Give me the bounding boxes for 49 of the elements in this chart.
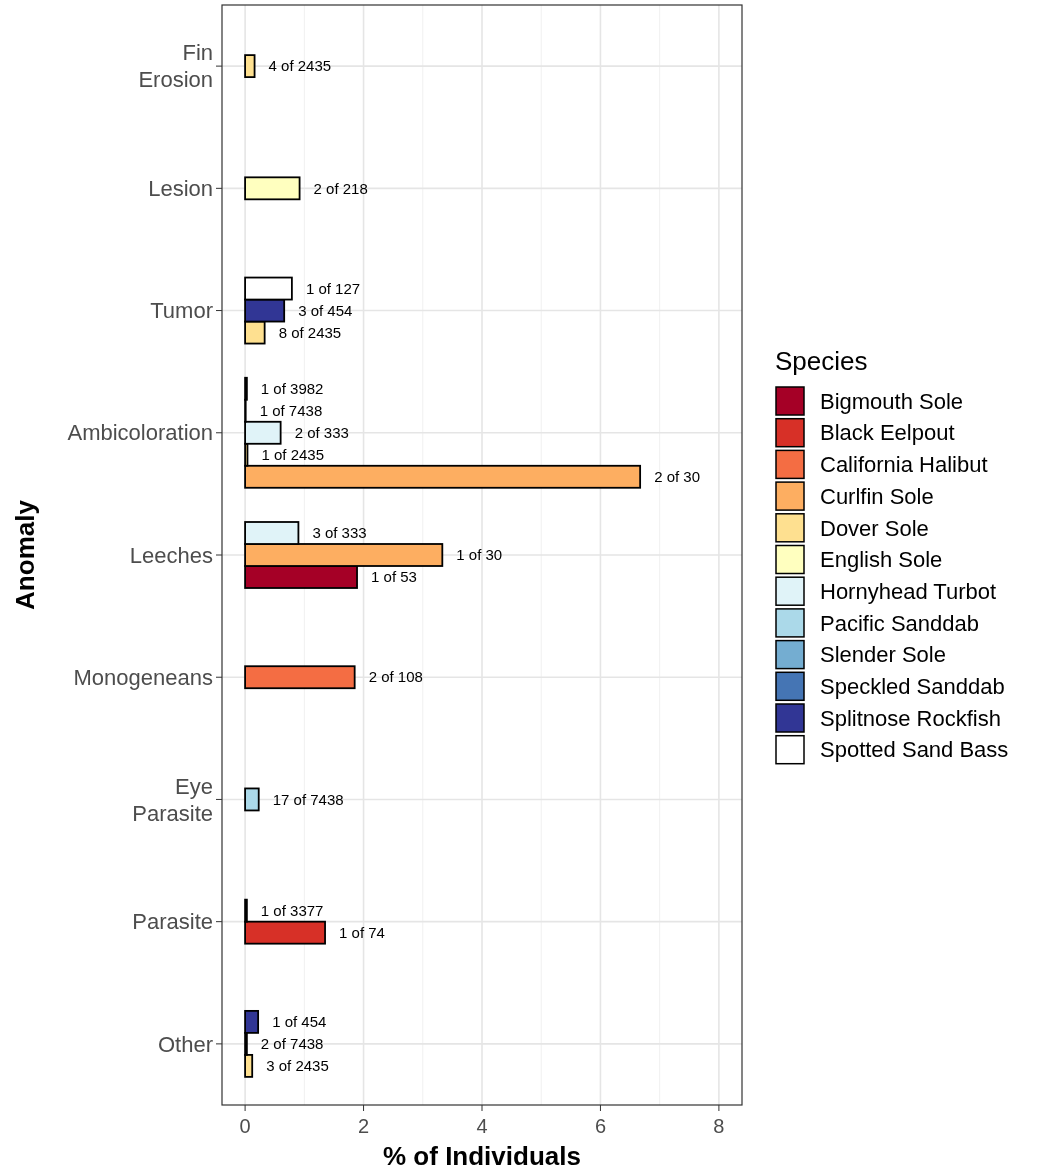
x-tick-label: 4 — [476, 1115, 488, 1137]
y-tick-label: Parasite — [132, 909, 213, 935]
legend-label: Black Eelpout — [820, 420, 955, 446]
y-tick-label: Tumor — [150, 298, 213, 324]
y-tick-label: Fin Erosion — [138, 40, 213, 93]
y-tick-label: Other — [157, 1031, 213, 1057]
y-tick-label: Eye Parasite — [132, 773, 213, 826]
legend-label: Hornyhead Turbot — [820, 578, 997, 604]
y-tick-label: Monogeneans — [73, 664, 213, 690]
x-tick-label: 8 — [713, 1115, 725, 1137]
annotation: 1 of 74 — [339, 923, 385, 941]
annotation: 1 of 53 — [371, 568, 417, 586]
annotation: 1 of 2435 — [261, 446, 325, 464]
annotation: 1 of 454 — [272, 1013, 327, 1031]
x-tick-label: 2 — [357, 1115, 370, 1137]
legend-label: Curlfin Sole — [820, 483, 934, 509]
legend-label: Slender Sole — [820, 642, 946, 668]
annotation: 1 of 30 — [456, 546, 503, 564]
legend-label: California Halibut — [820, 452, 988, 478]
legend-label: Dover Sole — [820, 515, 929, 541]
legend-title: Species — [775, 346, 868, 376]
x-tick-label: 6 — [594, 1115, 607, 1137]
annotation: 2 of 7438 — [260, 1035, 324, 1053]
annotation: 3 of 2435 — [266, 1057, 329, 1075]
y-tick-label: Lesion — [148, 176, 213, 202]
annotation: 1 of 3377 — [260, 901, 324, 919]
y-tick-label: Ambicoloration — [67, 420, 213, 446]
annotation: 4 of 2435 — [268, 57, 332, 75]
x-tick-label: 0 — [239, 1115, 251, 1137]
annotation: 1 of 3982 — [260, 380, 324, 398]
legend-label: Spotted Sand Bass — [820, 737, 1009, 763]
legend-label: Pacific Sanddab — [820, 610, 979, 636]
annotation: 1 of 127 — [305, 279, 361, 297]
annotation: 8 of 2435 — [278, 323, 342, 341]
x-axis-title: % of Individuals — [383, 1141, 581, 1171]
y-tick-label: Leeches — [129, 542, 213, 568]
annotation: 3 of 333 — [312, 524, 367, 542]
y-axis-title: Anomaly — [10, 499, 40, 610]
legend-label: Splitnose Rockfish — [820, 705, 1001, 731]
annotation: 2 of 333 — [294, 424, 349, 442]
annotation: 2 of 30 — [654, 468, 701, 486]
annotation: 17 of 7438 — [272, 790, 344, 808]
annotation: 2 of 108 — [368, 668, 423, 686]
legend-label: Speckled Sanddab — [820, 674, 1005, 699]
annotation: 2 of 218 — [313, 179, 368, 197]
legend-label: Bigmouth Sole — [820, 388, 964, 414]
annotation: 1 of 7438 — [259, 402, 323, 420]
legend-label: English Sole — [820, 547, 943, 573]
annotation: 3 of 454 — [298, 301, 353, 319]
